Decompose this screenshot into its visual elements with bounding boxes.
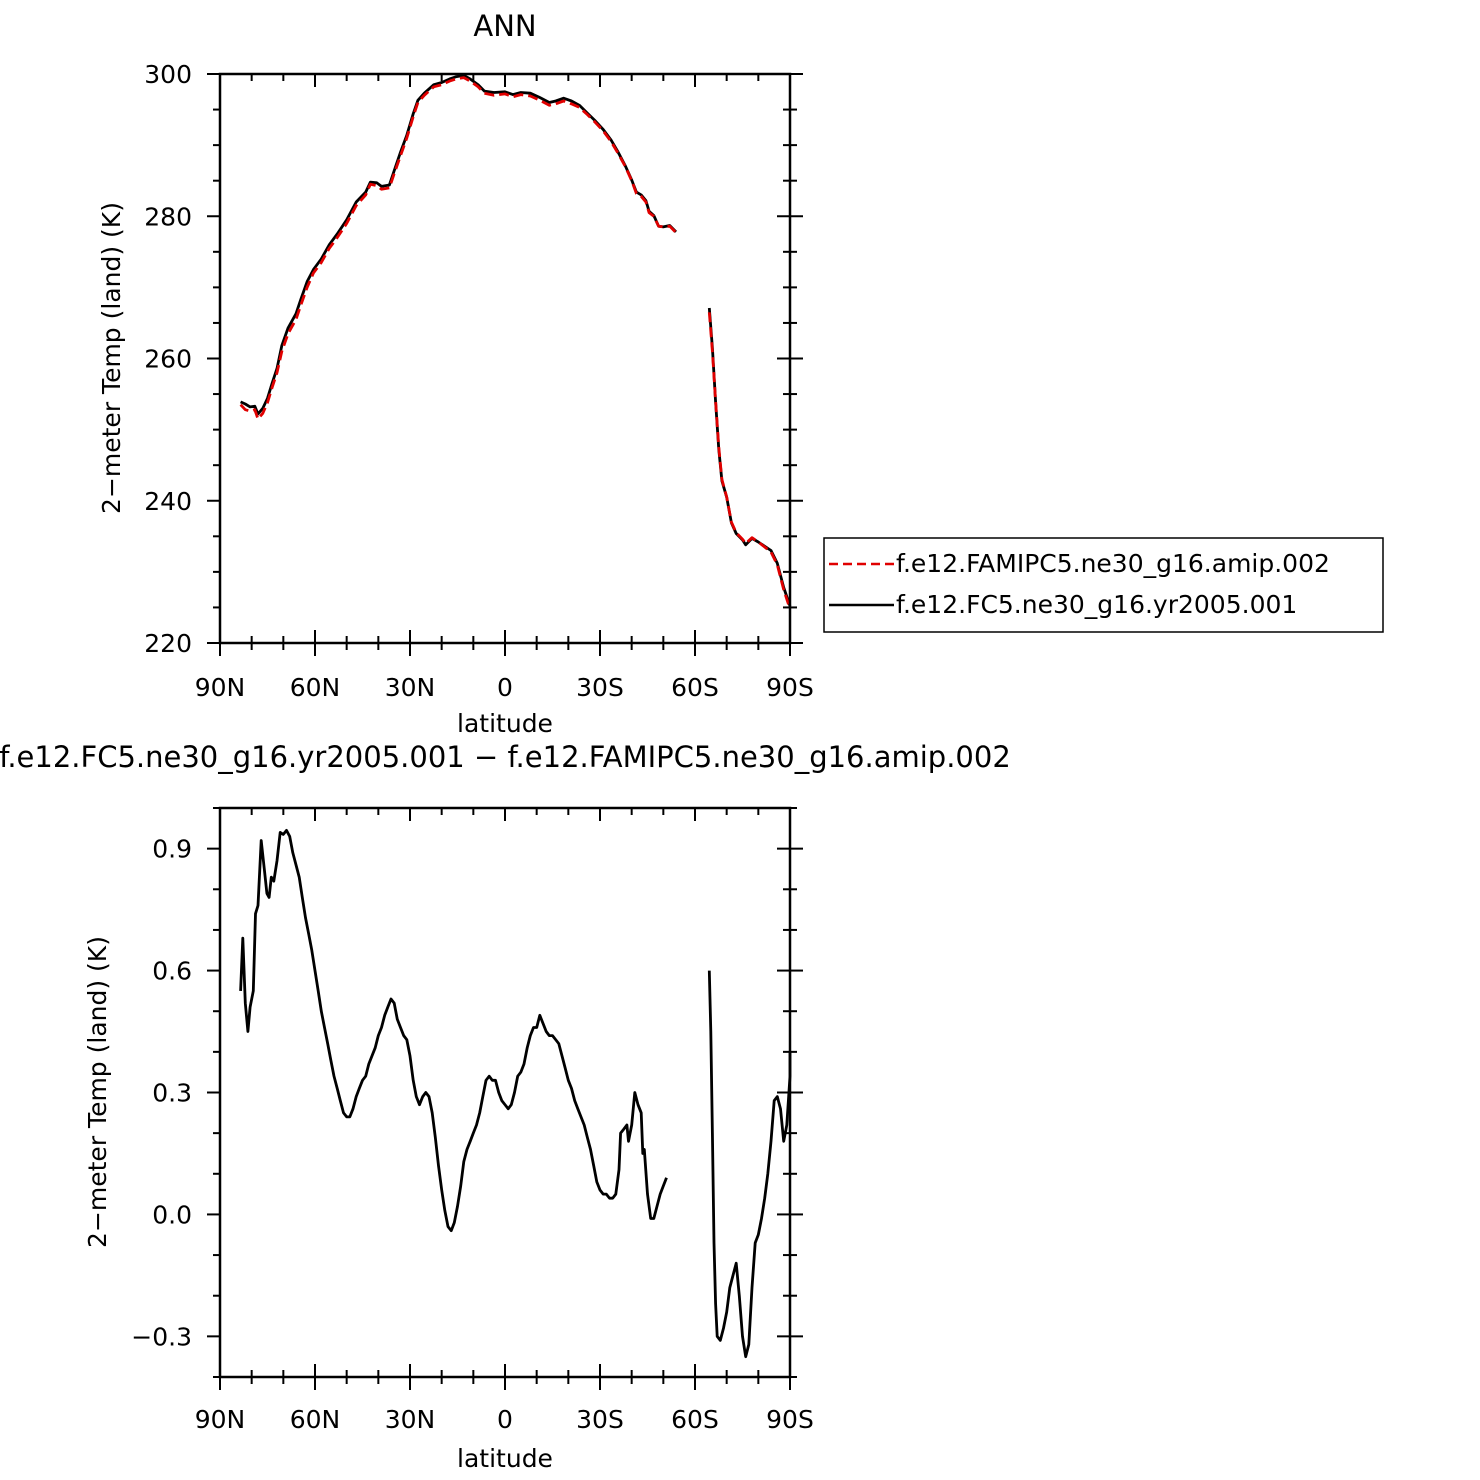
x-tick-label: 0 [497, 1405, 513, 1434]
x-tick-label: 60S [671, 673, 719, 702]
x-tick-label: 60S [671, 1405, 719, 1434]
y-tick-label: 0.9 [152, 835, 192, 864]
y-tick-label: 0.3 [152, 1079, 192, 1108]
bottom-ticks: 90N 60N 30N 0 30S 60S 90S −0.3 0.0 0.3 0.6 0.9 [131, 807, 814, 1434]
bottom-series-line-0 [707, 970, 792, 1359]
legend-label-fc5: f.e12.FC5.ne30_g16.yr2005.001 [896, 590, 1297, 619]
top-series-line-1 [707, 307, 792, 607]
top-panel: ANN 90N 60N 30N 0 30S 60S 90S 220 240 260 280 300 l… [97, 9, 1384, 738]
bottom-series-group [239, 829, 792, 1359]
bottom-plot-title: f.e12.FC5.ne30_g16.yr2005.001 − f.e12.FA… [0, 740, 1011, 774]
legend-label-amip: f.e12.FAMIPC5.ne30_g16.amip.002 [896, 549, 1330, 578]
top-y-axis-label: 2−meter Temp (land) (K) [97, 202, 126, 514]
bottom-panel: f.e12.FC5.ne30_g16.yr2005.001 − f.e12.FA… [0, 740, 1011, 1473]
top-series-line-1 [240, 74, 677, 416]
x-tick-label: 30N [385, 1405, 436, 1434]
x-tick-label: 90N [195, 673, 246, 702]
x-tick-label: 30N [385, 673, 436, 702]
bottom-series-line-0 [239, 829, 668, 1233]
y-tick-label: 300 [144, 60, 192, 89]
top-ticks: 90N 60N 30N 0 30S 60S 90S 220 240 260 280 300 [144, 60, 814, 702]
x-tick-label: 30S [576, 673, 624, 702]
y-tick-label: 240 [144, 487, 192, 516]
x-tick-label: 60N [290, 1405, 341, 1434]
x-tick-label: 60N [290, 673, 341, 702]
bottom-y-axis-label: 2−meter Temp (land) (K) [83, 936, 112, 1248]
x-tick-label: 0 [497, 673, 513, 702]
bottom-plot-frame [218, 806, 792, 1379]
bottom-x-axis-label: latitude [457, 1444, 553, 1473]
top-series-line-0 [707, 312, 792, 610]
top-series-line-0 [239, 76, 677, 421]
top-plot-frame [218, 72, 792, 645]
top-x-axis-label: latitude [457, 709, 553, 738]
legend-box [823, 537, 1384, 633]
y-tick-label: −0.3 [131, 1322, 192, 1351]
legend: f.e12.FAMIPC5.ne30_g16.amip.002 f.e12.FC… [823, 537, 1384, 633]
x-tick-label: 90S [766, 673, 814, 702]
top-series-group [239, 74, 792, 610]
y-tick-label: 0.0 [152, 1200, 192, 1229]
y-tick-label: 260 [144, 345, 192, 374]
x-tick-label: 90S [766, 1405, 814, 1434]
top-plot-title: ANN [473, 9, 536, 43]
y-tick-label: 220 [144, 629, 192, 658]
y-tick-label: 280 [144, 202, 192, 231]
y-tick-label: 0.6 [152, 957, 192, 986]
x-tick-label: 30S [576, 1405, 624, 1434]
x-tick-label: 90N [195, 1405, 246, 1434]
